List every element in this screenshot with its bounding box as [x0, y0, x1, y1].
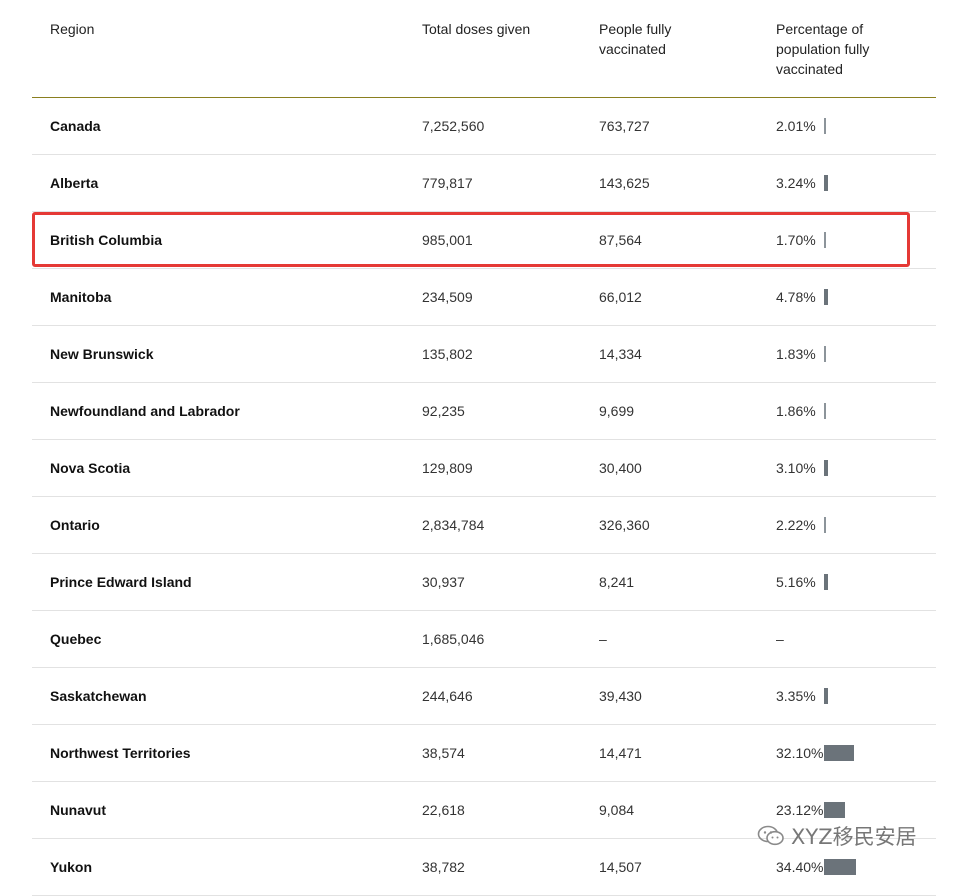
- percentage-bar: [824, 403, 826, 419]
- percentage-cell: –: [776, 631, 784, 647]
- fully-vaccinated-cell: 143,625: [599, 175, 650, 191]
- percentage-cell: 1.86%: [776, 403, 816, 419]
- header-percentage-fully-vaccinated: Percentage of population fully vaccinate…: [776, 21, 870, 77]
- fully-vaccinated-cell: 14,334: [599, 346, 642, 362]
- total-doses-cell: 92,235: [422, 403, 465, 419]
- percentage-cell: 3.10%: [776, 460, 816, 476]
- wechat-icon: [757, 825, 784, 846]
- table-row: Alberta 779,817 143,625 3.24%: [32, 155, 936, 212]
- table-header: Region Total doses given People fully va…: [32, 0, 936, 98]
- region-cell: Canada: [50, 118, 101, 134]
- table-row: Newfoundland and Labrador 92,235 9,699 1.86…: [32, 383, 936, 440]
- percentage-cell: 3.24%: [776, 175, 816, 191]
- total-doses-cell: 234,509: [422, 289, 473, 305]
- fully-vaccinated-cell: 326,360: [599, 517, 650, 533]
- total-doses-cell: 985,001: [422, 232, 473, 248]
- region-cell: Nunavut: [50, 802, 106, 818]
- percentage-bar: [824, 232, 826, 248]
- total-doses-cell: 30,937: [422, 574, 465, 590]
- percentage-bar: [824, 517, 826, 533]
- percentage-cell: 1.83%: [776, 346, 816, 362]
- percentage-bar: [824, 802, 845, 818]
- percentage-bar: [824, 346, 826, 362]
- fully-vaccinated-cell: 763,727: [599, 118, 650, 134]
- region-cell: Nova Scotia: [50, 460, 131, 476]
- total-doses-cell: 129,809: [422, 460, 473, 476]
- total-doses-cell: 244,646: [422, 688, 473, 704]
- region-cell: Ontario: [50, 517, 100, 533]
- watermark-text: XYZ移民安居: [791, 825, 917, 849]
- fully-vaccinated-cell: 9,084: [599, 802, 635, 818]
- table-row: Quebec 1,685,046 – –: [32, 611, 936, 668]
- percentage-cell: 5.16%: [776, 574, 816, 590]
- percentage-cell: 3.35%: [776, 688, 816, 704]
- fully-vaccinated-cell: 9,699: [599, 403, 635, 419]
- fully-vaccinated-cell: –: [599, 631, 607, 647]
- percentage-bar: [824, 745, 854, 761]
- total-doses-cell: 7,252,560: [422, 118, 485, 134]
- region-cell: Manitoba: [50, 289, 112, 305]
- percentage-bar: [824, 859, 856, 875]
- table-row: Ontario 2,834,784 326,360 2.22%: [32, 497, 936, 554]
- percentage-bar: [824, 688, 828, 704]
- region-cell: Newfoundland and Labrador: [50, 403, 240, 419]
- fully-vaccinated-cell: 66,012: [599, 289, 642, 305]
- total-doses-cell: 135,802: [422, 346, 473, 362]
- watermark: XYZ移民安居: [757, 822, 917, 850]
- table-row: Saskatchewan 244,646 39,430 3.35%: [32, 668, 936, 725]
- region-cell: Northwest Territories: [50, 745, 191, 761]
- vaccination-table: Region Total doses given People fully va…: [32, 0, 936, 896]
- total-doses-cell: 38,574: [422, 745, 465, 761]
- percentage-bar: [824, 574, 828, 590]
- table-row: Manitoba 234,509 66,012 4.78%: [32, 269, 936, 326]
- total-doses-cell: 22,618: [422, 802, 465, 818]
- region-cell: Quebec: [50, 631, 102, 647]
- total-doses-cell: 779,817: [422, 175, 473, 191]
- percentage-cell: 1.70%: [776, 232, 816, 248]
- header-total-doses: Total doses given: [422, 21, 531, 37]
- total-doses-cell: 1,685,046: [422, 631, 485, 647]
- region-cell: Saskatchewan: [50, 688, 147, 704]
- percentage-bar: [824, 118, 826, 134]
- percentage-bar: [824, 289, 828, 305]
- percentage-cell: 2.01%: [776, 118, 816, 134]
- percentage-cell: 4.78%: [776, 289, 816, 305]
- header-region: Region: [50, 21, 95, 37]
- region-cell: New Brunswick: [50, 346, 154, 362]
- table-row: Nova Scotia 129,809 30,400 3.10%: [32, 440, 936, 497]
- region-cell: Prince Edward Island: [50, 574, 192, 590]
- fully-vaccinated-cell: 14,471: [599, 745, 642, 761]
- table-row: New Brunswick 135,802 14,334 1.83%: [32, 326, 936, 383]
- fully-vaccinated-cell: 30,400: [599, 460, 642, 476]
- total-doses-cell: 38,782: [422, 859, 465, 875]
- fully-vaccinated-cell: 87,564: [599, 232, 642, 248]
- table-row: British Columbia 985,001 87,564 1.70%: [32, 212, 936, 269]
- percentage-bar: [824, 460, 828, 476]
- table-body: Canada 7,252,560 763,727 2.01% Alberta 779,81…: [32, 98, 936, 896]
- percentage-cell: 23.12%: [776, 802, 824, 818]
- table-row: Canada 7,252,560 763,727 2.01%: [32, 98, 936, 155]
- fully-vaccinated-cell: 14,507: [599, 859, 642, 875]
- percentage-cell: 32.10%: [776, 745, 824, 761]
- table-row: Nunavut 22,618 9,084 23.12%: [32, 782, 936, 839]
- table-row: Northwest Territories 38,574 14,471 32.10%: [32, 725, 936, 782]
- fully-vaccinated-cell: 39,430: [599, 688, 642, 704]
- table-row: Prince Edward Island 30,937 8,241 5.16%: [32, 554, 936, 611]
- region-cell: Alberta: [50, 175, 99, 191]
- region-cell: Yukon: [50, 859, 93, 875]
- percentage-cell: 2.22%: [776, 517, 816, 533]
- fully-vaccinated-cell: 8,241: [599, 574, 635, 590]
- header-people-fully-vaccinated: People fully vaccinated: [599, 21, 672, 57]
- region-cell: British Columbia: [50, 232, 163, 248]
- percentage-bar: [824, 175, 828, 191]
- total-doses-cell: 2,834,784: [422, 517, 485, 533]
- percentage-cell: 34.40%: [776, 859, 824, 875]
